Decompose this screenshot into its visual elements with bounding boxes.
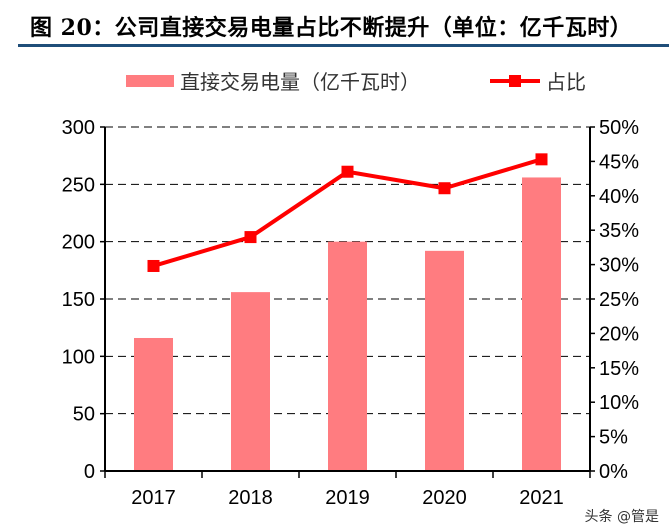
x-tick-label: 2017 — [131, 487, 176, 509]
right-tick-label: 45% — [599, 151, 639, 173]
left-tick-label: 0 — [84, 461, 95, 483]
left-tick-label: 50 — [73, 404, 95, 426]
x-tick-label: 2019 — [325, 487, 370, 509]
bar-2017 — [134, 337, 173, 471]
x-tick-label: 2020 — [422, 487, 467, 509]
bar-2018 — [231, 292, 270, 471]
share-point-2019 — [341, 165, 354, 178]
left-tick-label: 250 — [62, 174, 95, 196]
x-tick-label: 2018 — [228, 487, 273, 509]
left-tick-label: 200 — [62, 232, 95, 254]
right-tick-label: 0% — [599, 461, 628, 483]
share-point-2017 — [147, 259, 160, 272]
right-tick-label: 25% — [599, 289, 639, 311]
share-point-2020 — [438, 182, 451, 195]
legend-bar-swatch — [126, 75, 174, 87]
right-tick-label: 30% — [599, 255, 639, 277]
legend-line-label: 占比 — [546, 70, 586, 94]
watermark: 头条 @管是 — [584, 506, 659, 526]
bar-2019 — [328, 241, 367, 471]
share-point-2018 — [244, 231, 257, 244]
title-divider — [18, 44, 669, 47]
left-tick-label: 300 — [62, 117, 95, 139]
right-tick-label: 15% — [599, 358, 639, 380]
right-tick-label: 35% — [599, 220, 639, 242]
right-tick-label: 20% — [599, 323, 639, 345]
right-tick-label: 10% — [599, 392, 639, 414]
legend-bar-label: 直接交易电量（亿千瓦时） — [180, 70, 420, 94]
left-tick-label: 100 — [62, 346, 95, 368]
legend-line-marker — [509, 75, 521, 87]
right-tick-label: 50% — [599, 117, 639, 139]
right-tick-label: 40% — [599, 186, 639, 208]
bar-2021 — [522, 177, 561, 471]
share-point-2021 — [535, 153, 548, 166]
bar-2020 — [425, 250, 464, 471]
right-tick-label: 5% — [599, 427, 628, 449]
chart-title: 图 20：公司直接交易电量占比不断提升（单位：亿千瓦时） — [30, 15, 633, 41]
x-tick-label: 2021 — [519, 487, 564, 509]
left-tick-label: 150 — [62, 289, 95, 311]
